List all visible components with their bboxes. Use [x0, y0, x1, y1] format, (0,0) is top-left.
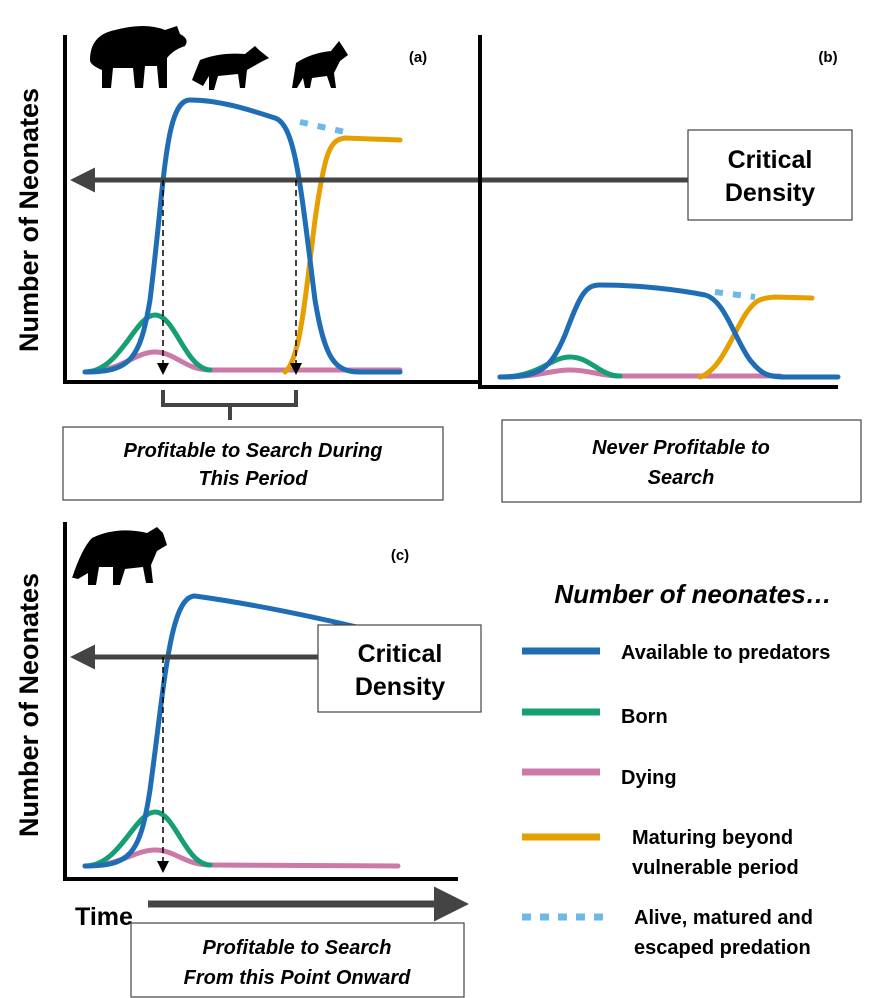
y-axis-label: Number of Neonates: [14, 88, 44, 352]
text-line: This Period: [199, 468, 309, 490]
bracket: [163, 390, 296, 420]
note-box: [502, 420, 861, 502]
legend-label: Available to predators: [621, 642, 830, 664]
text-line: Profitable to Search During: [124, 440, 383, 462]
panel-label: (c): [391, 547, 409, 564]
panel-b: (b) Never Profitable to Search: [480, 35, 861, 502]
escaped-curve: [300, 122, 345, 132]
text-line: Never Profitable to: [592, 437, 770, 459]
figure: (a) Number of Neonates Critical Density P…: [0, 0, 892, 998]
legend-label: Born: [621, 706, 668, 728]
maturing-curve: [285, 138, 400, 372]
escaped-curve: [715, 292, 755, 297]
text-line: Search: [648, 467, 715, 489]
text-line: Density: [725, 179, 815, 207]
legend-title: Number of neonates…: [554, 579, 831, 609]
bear-icon: [90, 26, 187, 88]
legend-label: Dying: [621, 767, 677, 789]
text-line: escaped predation: [634, 937, 811, 959]
panel-label: (b): [818, 49, 837, 66]
text-line: Dying: [621, 767, 677, 789]
legend-label: Maturing beyond vulnerable period: [632, 827, 799, 879]
legend-label: Alive, matured and escaped predation: [634, 907, 813, 959]
text-line: Profitable to Search: [203, 937, 392, 959]
x-axis-label: Time: [75, 903, 133, 931]
y-axis-label: Number of Neonates: [14, 573, 44, 837]
text-line: Critical: [728, 146, 813, 174]
text-line: Available to predators: [621, 642, 830, 664]
bobcat-icon: [292, 41, 348, 88]
text-line: vulnerable period: [632, 857, 799, 879]
text-line: Alive, matured and: [634, 907, 813, 929]
panel-label: (a): [409, 49, 427, 66]
text-line: From this Point Onward: [184, 967, 411, 989]
text-line: Critical: [358, 640, 443, 668]
axes: [65, 35, 478, 382]
born-curve: [85, 812, 210, 866]
legend: Number of neonates… Available to predato…: [522, 579, 832, 959]
text-line: Born: [621, 706, 668, 728]
coyote-icon: [192, 46, 269, 90]
text-line: Maturing beyond: [632, 827, 793, 849]
text-line: Density: [355, 673, 445, 701]
panel-c: (c) Number of Neonates Critical Density T…: [14, 522, 481, 997]
cougar-icon: [72, 527, 167, 585]
